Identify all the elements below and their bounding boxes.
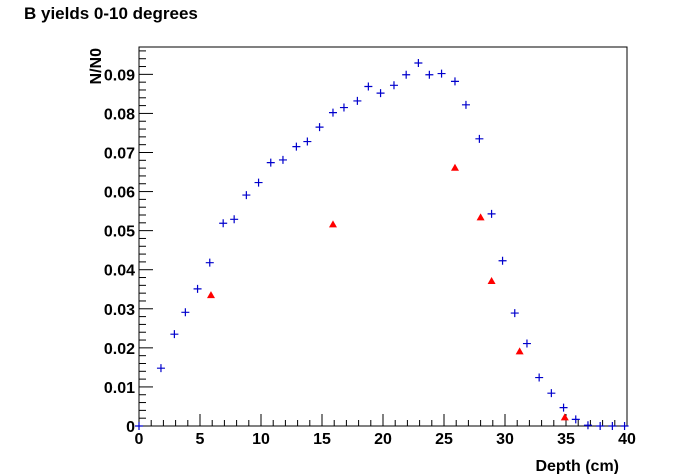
cross-marker xyxy=(510,309,519,318)
cross-marker xyxy=(414,59,423,68)
cross-marker xyxy=(328,108,337,117)
x-tick-label: 35 xyxy=(557,431,575,448)
triangle-marker xyxy=(450,163,459,171)
x-tick-label: 15 xyxy=(313,431,331,448)
x-tick-label: 5 xyxy=(196,431,205,448)
cross-marker xyxy=(156,364,165,373)
cross-marker xyxy=(498,256,507,265)
cross-marker xyxy=(437,69,446,78)
x-tick-label: 25 xyxy=(435,431,453,448)
y-tick-label: 0.02 xyxy=(104,341,135,358)
plot-frame xyxy=(138,46,628,427)
cross-marker xyxy=(608,422,617,430)
triangle-marker xyxy=(515,347,524,355)
y-tick-label: 0.04 xyxy=(104,263,135,280)
cross-marker xyxy=(425,70,434,79)
cross-marker xyxy=(487,209,496,218)
cross-marker xyxy=(353,96,362,105)
cross-marker xyxy=(266,158,275,167)
cross-marker xyxy=(583,421,592,430)
cross-marker xyxy=(193,284,202,293)
y-axis-label: N/N0 xyxy=(88,48,105,85)
cross-marker xyxy=(547,389,556,398)
x-axis: 0 5 10 15 20 25 30 35 40 xyxy=(135,414,636,448)
y-tick-label: 0.08 xyxy=(104,106,135,123)
cross-marker xyxy=(475,134,484,143)
data-markers xyxy=(135,59,629,430)
y-tick-label: 0.01 xyxy=(104,380,135,397)
x-axis-label: Depth (cm) xyxy=(535,458,619,474)
y-tick-label: 0.06 xyxy=(104,185,135,202)
cross-marker xyxy=(461,100,470,109)
x-tick-label: 40 xyxy=(618,431,636,448)
cross-marker xyxy=(303,137,312,146)
chart-title: B yields 0-10 degrees xyxy=(24,4,198,23)
cross-marker xyxy=(559,403,568,412)
cross-marker xyxy=(205,258,214,267)
series-2 xyxy=(206,163,569,421)
cross-marker xyxy=(376,89,385,98)
cross-marker xyxy=(135,422,143,430)
cross-marker xyxy=(389,81,398,90)
cross-marker xyxy=(181,308,190,317)
y-tick-label: 0.09 xyxy=(104,67,135,84)
cross-marker xyxy=(339,103,348,112)
triangle-marker xyxy=(328,220,337,228)
y-tick-label: 0.03 xyxy=(104,302,135,319)
x-tick-label: 30 xyxy=(496,431,514,448)
cross-marker xyxy=(219,219,228,228)
cross-marker xyxy=(278,155,287,164)
x-tick-label: 20 xyxy=(374,431,392,448)
cross-marker xyxy=(571,415,580,424)
cross-marker xyxy=(402,70,411,79)
cross-marker xyxy=(596,422,605,430)
triangle-marker xyxy=(487,277,496,285)
y-axis: 0 0.01 0.02 0.03 0.04 0.05 0.06 0.07 0.08 0.09 xyxy=(104,50,153,436)
cross-marker xyxy=(254,178,263,187)
x-tick-label: 0 xyxy=(135,431,144,448)
triangle-marker xyxy=(560,413,569,421)
y-tick-label: 0.07 xyxy=(104,145,135,162)
cross-marker xyxy=(535,373,544,382)
cross-marker xyxy=(292,142,301,151)
cross-marker xyxy=(170,330,179,339)
y-tick-label: 0.05 xyxy=(104,224,135,241)
cross-marker xyxy=(230,215,239,224)
cross-marker xyxy=(364,82,373,91)
cross-marker xyxy=(620,422,629,430)
triangle-marker xyxy=(206,291,215,299)
y-tick-label: 0 xyxy=(126,419,135,436)
cross-marker xyxy=(522,339,531,348)
cross-marker xyxy=(450,77,459,86)
x-tick-label: 10 xyxy=(252,431,270,448)
cross-marker xyxy=(315,123,324,132)
triangle-marker xyxy=(476,213,485,221)
series-1 xyxy=(135,59,629,430)
cross-marker xyxy=(242,191,251,200)
